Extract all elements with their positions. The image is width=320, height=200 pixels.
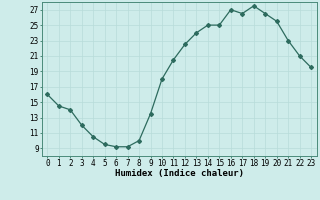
- X-axis label: Humidex (Indice chaleur): Humidex (Indice chaleur): [115, 169, 244, 178]
